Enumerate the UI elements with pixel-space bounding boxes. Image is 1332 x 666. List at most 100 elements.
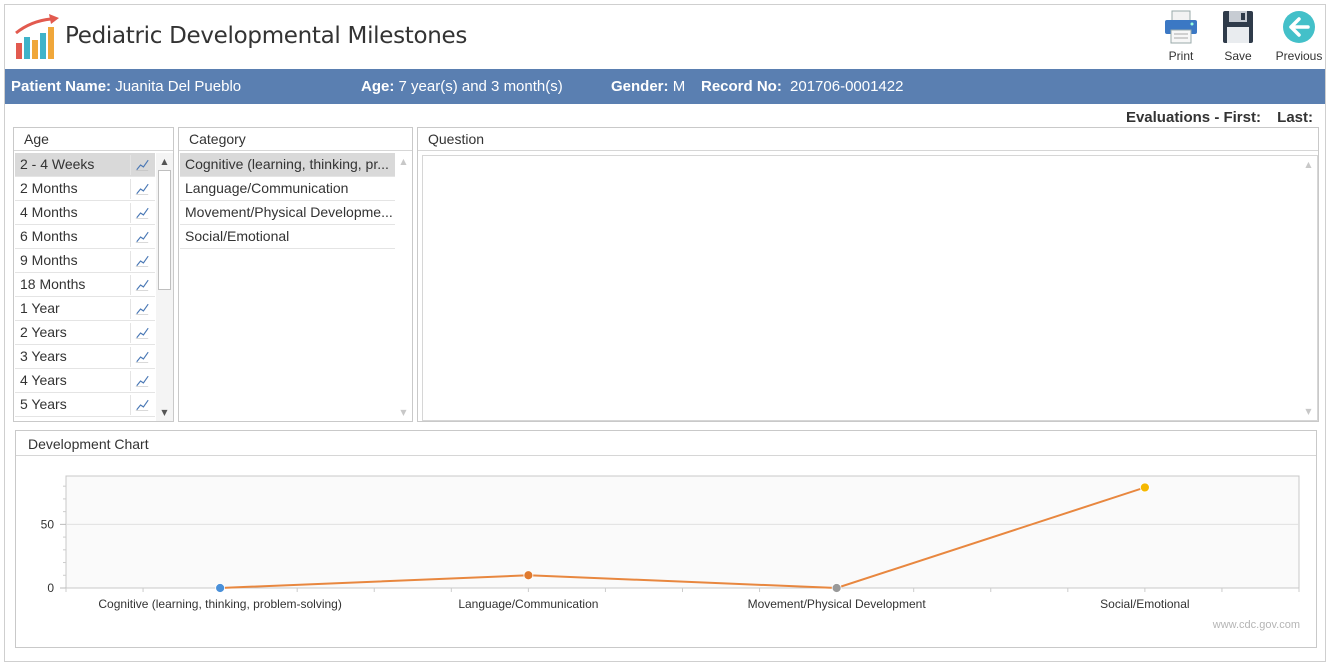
line-chart-icon[interactable] [130,275,152,295]
age-list-item-label: 5 Years [20,396,67,412]
line-chart-icon[interactable] [130,179,152,199]
age-scroll-thumb[interactable] [158,170,171,290]
print-label: Print [1168,49,1194,63]
age-list-item[interactable]: 2 - 4 Weeks [15,153,155,177]
data-point [831,583,842,593]
series-line [220,486,1146,590]
line-chart-icon[interactable] [130,251,152,271]
data-point [523,570,534,581]
category-list-item-label: Social/Emotional [185,228,290,244]
patient-age-value: 7 year(s) and 3 month(s) [398,78,563,95]
patient-age: Age: 7 year(s) and 3 month(s) [361,78,563,95]
line-chart-icon[interactable] [130,347,152,367]
age-list-item[interactable]: 1 Year [15,297,155,321]
patient-record-value: 201706-0001422 [790,78,904,95]
age-list-item-label: 2 - 4 Weeks [20,156,95,172]
question-list-scrollbar[interactable]: ▲ ▼ [1300,156,1317,420]
previous-button[interactable]: Previous [1271,7,1327,67]
plot-area [65,475,1300,589]
age-list-item-label: 6 Months [20,228,78,244]
chart-watermark: www.cdc.gov.com [1212,619,1300,631]
age-list-item[interactable]: 18 Months [15,273,155,297]
save-button[interactable]: Save [1212,7,1264,67]
y-tick-label: 50 [41,517,55,531]
patient-name: Patient Name: Juanita Del Pueblo [11,78,241,95]
age-list-item-label: 1 Year [20,300,60,316]
line-chart-icon[interactable] [130,155,152,175]
category-list-item-label: Movement/Physical Developme... [185,204,393,220]
save-label: Save [1224,49,1252,63]
scroll-down-icon[interactable]: ▼ [400,408,407,417]
back-arrow-icon [1283,11,1315,43]
line-chart-icon[interactable] [130,395,152,415]
patient-gender-label: Gender: [611,78,669,95]
patient-name-label: Patient Name: [11,78,112,95]
print-button[interactable]: Print [1155,7,1207,67]
age-list-item-label: 18 Months [20,276,86,292]
scroll-down-icon[interactable]: ▼ [161,408,168,417]
app-header: Pediatric Developmental Milestones Print… [5,5,1325,69]
chart-header-divider [16,455,1316,456]
printer-icon [1165,10,1197,44]
line-chart-icon[interactable] [130,299,152,319]
age-list-item-label: 4 Months [20,204,78,220]
age-list-item[interactable]: 4 Years [15,369,155,393]
age-list: 2 - 4 Weeks 2 Months 4 Months 6 Months 9 Mon… [15,153,155,417]
age-list-item[interactable]: 6 Months [15,225,155,249]
development-chart-title: Development Chart [28,436,149,452]
patient-info-bar: Patient Name: Juanita Del Pueblo Age: 7 … [5,69,1325,104]
line-chart-icon[interactable] [130,323,152,343]
line-chart-icon[interactable] [130,371,152,391]
data-point [1139,482,1150,493]
category-list-item[interactable]: Language/Communication [180,177,395,201]
x-tick-label: Movement/Physical Development [748,597,927,611]
category-list-item[interactable]: Cognitive (learning, thinking, pr... [180,153,395,177]
patient-gender: Gender: M [611,78,685,95]
app-title: Pediatric Developmental Milestones [65,23,468,49]
evaluations-last-label: Last: [1277,109,1313,126]
age-list-item-label: 2 Years [20,324,67,340]
patient-age-label: Age: [361,78,395,95]
question-panel-header: Question [418,128,1318,151]
floppy-disk-icon [1223,11,1253,43]
app-window: Pediatric Developmental Milestones Print… [4,4,1326,662]
question-list: ▲ ▼ [422,155,1318,421]
previous-label: Previous [1275,49,1323,63]
evaluations-first-label: Evaluations - First: [1125,109,1261,126]
line-chart-icon[interactable] [130,227,152,247]
scroll-up-icon[interactable]: ▲ [400,157,407,166]
scroll-down-icon[interactable]: ▼ [1305,407,1312,416]
question-panel: Question ▲ ▼ [417,127,1319,422]
y-tick-label: 0 [47,581,54,595]
app-logo-icon [15,14,59,59]
category-list-item-label: Cognitive (learning, thinking, pr... [185,156,389,172]
age-list-item[interactable]: 3 Years [15,345,155,369]
age-list-item[interactable]: 2 Months [15,177,155,201]
development-chart-panel: Development Chart 0 50 Cognitive (learning… [15,430,1317,648]
age-list-item[interactable]: 4 Months [15,201,155,225]
age-list-item-label: 4 Years [20,372,67,388]
patient-name-value: Juanita Del Pueblo [115,78,242,95]
category-list-item[interactable]: Social/Emotional [180,225,395,249]
line-chart-icon[interactable] [130,203,152,223]
category-list-item[interactable]: Movement/Physical Developme... [180,201,395,225]
scroll-up-icon[interactable]: ▲ [1305,160,1312,169]
age-panel-header: Age [14,128,173,151]
age-list-item[interactable]: 5 Years [15,393,155,417]
age-list-scrollbar[interactable]: ▲ ▼ [156,153,173,421]
age-list-item-label: 2 Months [20,180,78,196]
patient-record: Record No: 201706-0001422 [701,78,903,95]
x-tick-label: Language/Communication [458,597,598,611]
development-chart: 0 50 Cognitive (learning, thinking, proble… [41,475,1300,611]
category-list-scrollbar[interactable]: ▲ ▼ [395,153,412,421]
age-list-item-label: 3 Years [20,348,67,364]
x-tick-label: Social/Emotional [1100,597,1189,611]
age-list-item[interactable]: 9 Months [15,249,155,273]
scroll-up-icon[interactable]: ▲ [161,157,168,166]
data-point [215,583,226,593]
age-list-item[interactable]: 2 Years [15,321,155,345]
x-tick-label: Cognitive (learning, thinking, problem-s… [98,597,341,611]
patient-gender-value: M [672,78,686,95]
evaluations-summary: Evaluations - First: Last: [1120,109,1313,126]
category-panel: Category Cognitive (learning, thinking, … [178,127,413,422]
